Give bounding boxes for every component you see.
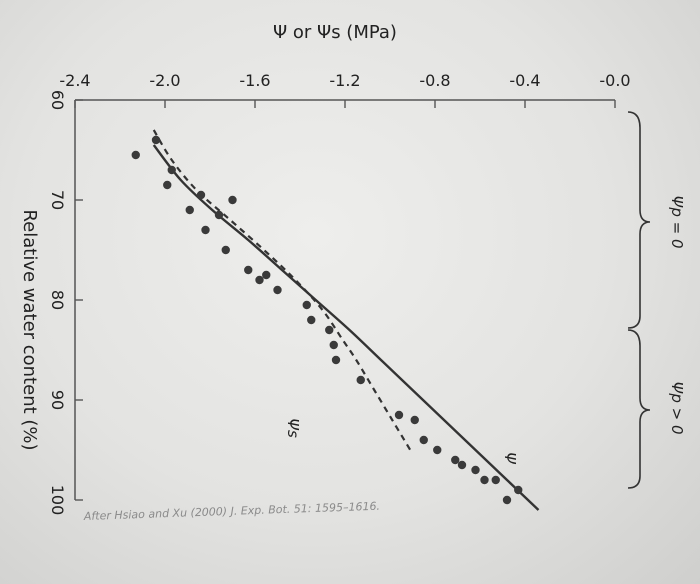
- curve-label-psi-s: Ψs: [284, 418, 302, 438]
- data-point: [201, 225, 210, 235]
- y-tick-label: -0.8: [419, 71, 450, 90]
- x-tick-label: 80: [48, 290, 67, 310]
- y-tick-label: -2.4: [59, 71, 90, 90]
- y-tick-label: -0.4: [509, 71, 540, 90]
- curve-psi-s-dashed: [152, 129, 412, 451]
- data-point: [502, 495, 512, 505]
- x-axis-title: Relative water content (%): [19, 209, 40, 450]
- data-point: [433, 445, 442, 455]
- data-point: [329, 340, 338, 350]
- y-tick-label: -2.0: [149, 71, 180, 90]
- data-point: [255, 275, 264, 285]
- data-point: [302, 300, 311, 310]
- data-point: [514, 485, 523, 495]
- data-point: [325, 325, 334, 335]
- data-point: [451, 455, 460, 465]
- curve-psi-solid: [152, 144, 540, 511]
- y-tick-label: -1.6: [239, 71, 270, 90]
- data-point: [151, 135, 161, 145]
- data-point: [163, 180, 172, 190]
- curves: [152, 129, 540, 511]
- data-point: [131, 150, 140, 160]
- data-point: [307, 315, 316, 325]
- data-points: [131, 135, 523, 505]
- data-point: [167, 165, 176, 175]
- data-point: [419, 435, 428, 445]
- data-point: [480, 475, 489, 485]
- brace-psi-p-zero: [627, 111, 651, 329]
- data-point: [331, 355, 341, 365]
- data-point: [457, 460, 467, 470]
- y-ticks: -2.4 -2.0 -1.6 -1.2 -0.8 -0.4 -0.0: [59, 71, 631, 108]
- annotation-psi-p-positive: Ψp > 0: [668, 382, 686, 435]
- data-point: [221, 245, 230, 255]
- data-point: [356, 375, 365, 385]
- x-ticks: 60 70 80 90 100: [48, 90, 83, 515]
- data-point: [394, 410, 404, 420]
- data-point: [273, 285, 282, 295]
- y-tick-label: -1.2: [329, 71, 360, 90]
- x-tick-label: 100: [48, 485, 67, 516]
- curve-label-psi: Ψ: [501, 452, 519, 465]
- y-axis-title: Ψ or Ψs (MPa): [273, 22, 397, 43]
- source-citation: After Hsiao and Xu (2000) J. Exp. Bot. 5…: [83, 500, 381, 523]
- x-tick-label: 70: [48, 190, 67, 210]
- x-tick-label: 60: [48, 90, 67, 110]
- y-tick-label: -0.0: [599, 71, 630, 90]
- data-point: [410, 415, 419, 425]
- data-point: [491, 475, 500, 485]
- data-point: [214, 210, 224, 220]
- data-point: [196, 190, 206, 200]
- data-point: [262, 270, 271, 280]
- data-point: [228, 195, 237, 205]
- annotation-psi-p-zero: Ψp = 0: [668, 196, 686, 249]
- data-point: [185, 205, 194, 215]
- brace-psi-p-positive: [627, 329, 651, 489]
- data-point: [471, 465, 480, 475]
- x-tick-label: 90: [48, 390, 67, 410]
- data-point: [244, 265, 253, 275]
